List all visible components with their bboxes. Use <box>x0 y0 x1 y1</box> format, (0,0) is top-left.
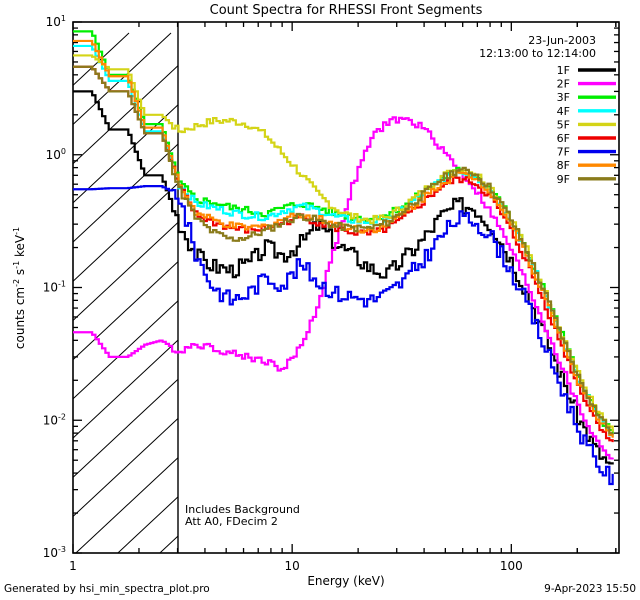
spectrum-curve-8f <box>73 39 614 438</box>
footer-left: Generated by hsi_min_spectra_plot.pro <box>4 583 210 595</box>
x-tick-label: 10 <box>285 559 300 573</box>
hatched-cutoff-region <box>73 32 178 553</box>
spectrum-curve-3f <box>73 30 614 435</box>
page-title: Count Spectra for RHESSI Front Segments <box>210 3 483 18</box>
y-axis-label: counts cm-2 s-1 keV-1 <box>12 227 27 349</box>
y-tick-label: 10-1 <box>43 280 66 295</box>
legend-label-8f: 8F <box>557 159 570 172</box>
legend-label-9f: 9F <box>557 173 570 186</box>
spectrum-curve-6f <box>73 65 614 443</box>
legend-label-6f: 6F <box>557 132 570 145</box>
y-tick-label: 10-2 <box>43 412 66 427</box>
legend-label-2f: 2F <box>557 78 570 91</box>
annotation-background: Includes Background <box>185 503 300 516</box>
y-tick-label: 100 <box>46 147 66 162</box>
spectra-curves <box>73 30 614 486</box>
y-tick-label: 10-3 <box>43 545 66 560</box>
annotation-attenuator: Att A0, FDecim 2 <box>185 515 278 528</box>
plot-frame <box>72 21 620 554</box>
x-tick-label: 100 <box>500 559 523 573</box>
legend-label-1f: 1F <box>557 64 570 77</box>
legend-label-5f: 5F <box>557 118 570 131</box>
footer-right: 9-Apr-2023 15:50 <box>544 583 636 595</box>
legend-label-4f: 4F <box>557 105 570 118</box>
y-tick-label: 101 <box>46 14 66 29</box>
x-tick-label: 1 <box>69 559 77 573</box>
x-axis-label: Energy (keV) <box>307 574 384 588</box>
x-axis-tick-labels: 1 10 100 <box>69 559 523 573</box>
spectrum-curve-4f <box>73 44 614 437</box>
legend-label-3f: 3F <box>557 91 570 104</box>
spectrum-curve-2f <box>73 116 614 460</box>
spectrum-curve-7f <box>73 185 614 486</box>
spectrum-curve-5f <box>73 54 614 432</box>
legend-label-7f: 7F <box>557 146 570 159</box>
svg-text:counts cm-2 s-1 keV-1: counts cm-2 s-1 keV-1 <box>12 227 27 349</box>
axis-ticks <box>72 21 619 554</box>
header-date: 23-Jun-2003 <box>528 34 596 47</box>
y-axis-tick-labels: 101 100 10-1 10-2 10-3 <box>43 14 66 560</box>
spectrum-curve-9f <box>73 65 614 435</box>
header-interval: 12:13:00 to 12:14:00 <box>479 47 596 60</box>
